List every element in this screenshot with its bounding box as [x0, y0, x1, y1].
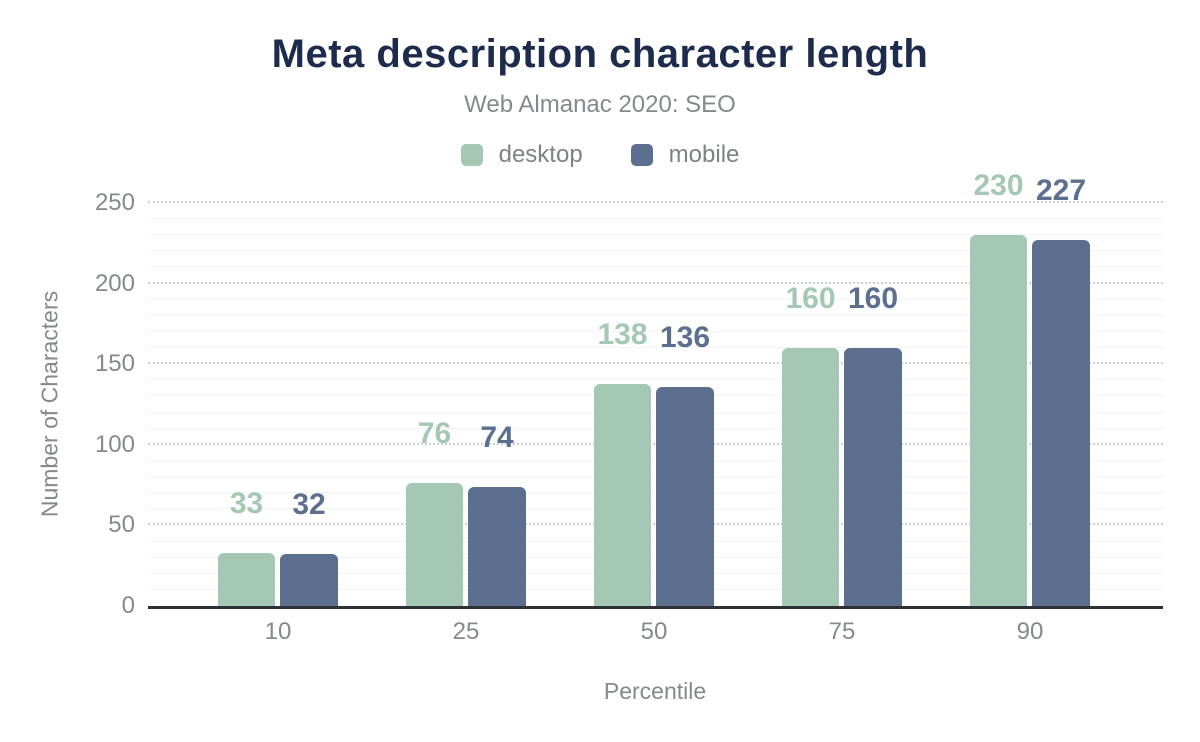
- bar-mobile-p75[interactable]: [844, 348, 902, 606]
- bar-value-label-mobile-p10: 32: [292, 488, 326, 521]
- y-axis-title: Number of Characters: [36, 290, 63, 518]
- bar-value-label-mobile-p90: 227: [1035, 174, 1087, 207]
- bar-value-label-mobile-p75: 160: [847, 282, 899, 315]
- gridline-minor: [148, 218, 1163, 220]
- bar-value-label-desktop-p10: 33: [229, 487, 264, 520]
- bar-value-label-desktop-p75: 160: [785, 282, 836, 315]
- gridline-minor: [148, 508, 1163, 510]
- gridline-minor: [148, 572, 1163, 574]
- bar-mobile-p10[interactable]: [280, 554, 338, 606]
- legend-label-mobile: mobile: [668, 141, 740, 168]
- gridline-minor: [148, 427, 1163, 429]
- bar-value-label-desktop-p90: 230: [973, 169, 1024, 202]
- y-tick-label: 50: [108, 511, 135, 539]
- gridline-minor: [148, 330, 1163, 332]
- gridline-minor: [148, 347, 1163, 349]
- x-tick-label-75: 75: [828, 618, 856, 645]
- x-axis-line: [148, 606, 1163, 609]
- gridline-minor: [148, 395, 1163, 397]
- y-tick-label: 250: [94, 189, 135, 216]
- legend-item-mobile[interactable]: mobile: [630, 141, 740, 169]
- y-tick-label: 150: [94, 350, 135, 378]
- bar-value-label-mobile-p50: 136: [659, 321, 711, 354]
- y-tick-label: 100: [94, 430, 135, 458]
- gridline-minor: [148, 266, 1163, 268]
- gridline-major: [148, 523, 1163, 526]
- plot-area: 33 32 76 74 138 136 160 160 230 227: [148, 171, 1163, 609]
- desktop-legend-swatch: [460, 144, 483, 166]
- bar-desktop-p25[interactable]: [406, 483, 463, 606]
- gridline-minor: [148, 459, 1163, 461]
- gridline-minor: [148, 556, 1163, 558]
- gridline-minor: [148, 379, 1163, 381]
- x-axis-title: Percentile: [603, 678, 707, 704]
- gridline-major: [148, 281, 1163, 284]
- gridline-minor: [148, 588, 1163, 590]
- y-tick-label: 200: [94, 269, 135, 297]
- x-tick-label-10: 10: [264, 618, 292, 645]
- gridline-minor: [148, 411, 1163, 413]
- gridline-minor: [148, 250, 1163, 252]
- legend: desktop mobile: [0, 141, 1200, 169]
- gridline-minor: [148, 234, 1163, 236]
- gridline-major: [148, 362, 1163, 365]
- gridline-minor: [148, 298, 1163, 300]
- x-tick-label-50: 50: [640, 618, 668, 645]
- bar-desktop-p90[interactable]: [970, 235, 1027, 606]
- bar-desktop-p10[interactable]: [218, 553, 275, 606]
- mobile-legend-swatch: [630, 144, 653, 166]
- bar-mobile-p90[interactable]: [1032, 240, 1090, 606]
- gridline-minor: [148, 314, 1163, 316]
- y-tick-label: 0: [121, 592, 135, 619]
- gridline-minor: [148, 492, 1163, 494]
- chart-subtitle: Web Almanac 2020: SEO: [464, 91, 736, 118]
- bar-mobile-p25[interactable]: [468, 487, 526, 606]
- chart-header: Meta description character length Web Al…: [0, 0, 1200, 169]
- legend-label-desktop: desktop: [498, 141, 583, 168]
- bar-desktop-p75[interactable]: [782, 348, 839, 606]
- gridline-minor: [148, 540, 1163, 542]
- gridline-major: [148, 201, 1163, 203]
- bar-mobile-p50[interactable]: [656, 387, 714, 606]
- gridline-minor: [148, 476, 1163, 478]
- legend-item-desktop[interactable]: desktop: [460, 141, 583, 169]
- gridline-major: [148, 442, 1163, 445]
- bar-desktop-p50[interactable]: [594, 384, 651, 606]
- bar-value-label-desktop-p25: 76: [417, 417, 452, 450]
- chart-title: Meta description character length: [271, 32, 929, 76]
- bar-value-label-desktop-p50: 138: [597, 318, 648, 351]
- x-tick-label-90: 90: [1016, 618, 1044, 645]
- x-tick-label-25: 25: [452, 618, 480, 645]
- bar-value-label-mobile-p25: 74: [480, 421, 514, 454]
